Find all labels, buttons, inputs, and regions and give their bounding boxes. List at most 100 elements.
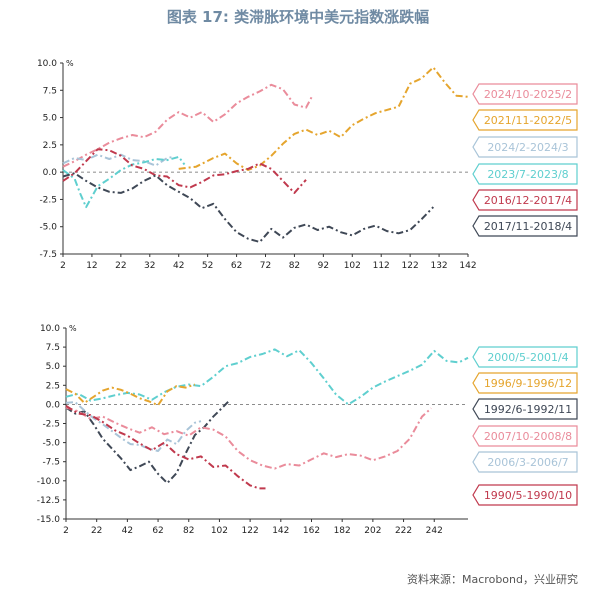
y-tick-label: -12.5 [37, 496, 60, 506]
y-tick-label: 0.0 [43, 168, 58, 178]
y-tick-label: -5.0 [42, 439, 60, 449]
x-tick-label: 142 [459, 261, 476, 271]
legend-box [472, 136, 578, 158]
x-tick-label: 142 [272, 526, 289, 536]
y-tick-label: 5.0 [43, 114, 58, 124]
y-tick-label: -10.0 [37, 477, 61, 487]
x-tick-label: 62 [231, 261, 242, 271]
legend-item: 2006/3-2006/7 [472, 451, 578, 473]
legend-label: 2000/5-2001/4 [487, 351, 568, 364]
source-note: 资料来源：Macrobond，兴业研究 [407, 573, 578, 586]
y-tick-label: 7.5 [46, 343, 60, 353]
series-line [62, 148, 307, 194]
x-tick-label: 202 [364, 526, 381, 536]
series-line [65, 383, 196, 407]
legend-item: 2017/11-2018/4 [472, 215, 578, 237]
series-line [65, 401, 202, 452]
y-tick-label: -2.5 [42, 420, 60, 430]
legend-label: 1992/6-1992/11 [484, 403, 572, 416]
y-tick-label: 5.0 [46, 362, 61, 372]
x-tick-label: 122 [242, 526, 259, 536]
legend-label: 1990/5-1990/10 [484, 489, 572, 502]
legend-label: 2021/11-2022/5 [484, 114, 572, 127]
series-line [178, 66, 469, 171]
x-tick-label: 32 [144, 261, 155, 271]
x-tick-label: 222 [395, 526, 412, 536]
x-tick-label: 92 [318, 261, 329, 271]
legend-box [472, 398, 578, 420]
legend-item: 2023/7-2023/8 [472, 163, 578, 185]
legend-box [472, 163, 578, 185]
chart-title: 图表 17: 类滞胀环境中美元指数涨跌幅 [166, 8, 430, 26]
y-tick-label: 2.5 [43, 141, 57, 151]
legend-item: 2024/10-2025/2 [472, 83, 578, 105]
y-tick-label: -5.0 [39, 223, 57, 233]
legend-item: 2000/5-2001/4 [472, 346, 578, 368]
chart-panel-2: 10.0 7.5 5.0 2.5 0.0 -2.5 -5.0 -7.5 -10.0 -12.5 -1… [37, 324, 578, 536]
x-tick-label: 2 [60, 261, 66, 271]
series-line [62, 83, 313, 168]
x-tick-label: 102 [344, 261, 361, 271]
legend-item: 1992/6-1992/11 [472, 398, 578, 420]
x-tick-label: 102 [211, 526, 228, 536]
y-tick-label: -2.5 [39, 195, 57, 205]
legend-box [472, 346, 578, 368]
y-tick-label: 10.0 [40, 324, 60, 334]
series-line [65, 406, 432, 470]
series-line [62, 153, 174, 167]
legend-box [472, 189, 578, 211]
x-tick-label: 72 [260, 261, 271, 271]
x-tick-label: 12 [86, 261, 97, 271]
legend-label: 2023/7-2023/8 [487, 168, 568, 181]
legend-item: 2007/10-2008/8 [472, 425, 578, 447]
y-tick-label: 10.0 [37, 59, 57, 69]
x-tick-label: 182 [334, 526, 351, 536]
legend-item: 2024/2-2024/3 [472, 136, 578, 158]
legend-box [472, 109, 578, 131]
series-line [65, 400, 230, 485]
legend-box [472, 215, 578, 237]
legend-item: 2021/11-2022/5 [472, 109, 578, 131]
x-tick-label: 62 [152, 526, 163, 536]
y-unit-label: % [69, 324, 77, 333]
x-tick-label: 82 [183, 526, 194, 536]
y-unit-label: % [66, 59, 74, 68]
x-tick-label: 112 [373, 261, 390, 271]
y-tick-label: -15.0 [37, 515, 61, 525]
legend-label: 2016/12-2017/4 [484, 194, 572, 207]
y-tick-label: 0.0 [46, 400, 61, 410]
series-line [65, 348, 469, 406]
legend-box [472, 372, 578, 394]
x-tick-label: 52 [202, 261, 213, 271]
x-tick-label: 22 [115, 261, 126, 271]
legend-item: 1996/9-1996/12 [472, 372, 578, 394]
y-tick-label: -7.5 [42, 458, 60, 468]
legend-label: 2017/11-2018/4 [484, 220, 572, 233]
legend-box [472, 484, 578, 506]
legend-label: 2006/3-2006/7 [487, 456, 568, 469]
series-line [65, 405, 266, 490]
legend-label: 2024/2-2024/3 [487, 141, 568, 154]
x-tick-label: 82 [289, 261, 300, 271]
series-line [62, 172, 435, 243]
x-tick-label: 42 [122, 526, 133, 536]
legend-box [472, 451, 578, 473]
legend-box [472, 425, 578, 447]
chart-panel-1: 10.0 7.5 5.0 2.5 0.0 -2.5 -5.0 -7.5% 2 12 22 32 42 52… [37, 59, 578, 271]
legend-item: 1990/5-1990/10 [472, 484, 578, 506]
x-tick-label: 162 [303, 526, 320, 536]
x-tick-label: 22 [91, 526, 102, 536]
x-tick-label: 132 [430, 261, 447, 271]
legend-label: 2007/10-2008/8 [484, 430, 572, 443]
x-tick-label: 122 [402, 261, 419, 271]
y-tick-label: -7.5 [39, 250, 57, 260]
legend-box [472, 83, 578, 105]
series-line [62, 155, 186, 209]
legend-label: 2024/10-2025/2 [484, 88, 572, 101]
x-tick-label: 242 [426, 526, 443, 536]
legend-label: 1996/9-1996/12 [484, 377, 572, 390]
legend-item: 2016/12-2017/4 [472, 189, 578, 211]
y-tick-label: 7.5 [43, 86, 57, 96]
y-tick-label: 2.5 [46, 381, 60, 391]
